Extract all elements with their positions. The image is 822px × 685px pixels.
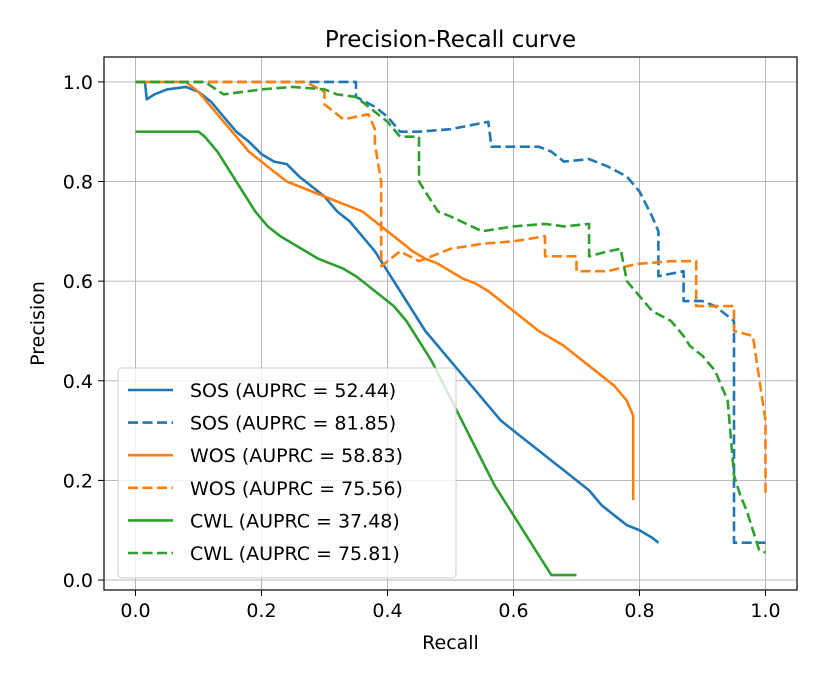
legend-label: SOS (AUPRC = 81.85) [190,413,396,435]
legend: SOS (AUPRC = 52.44) SOS (AUPRC = 81.85) WO… [117,367,457,579]
x-tick-label: 0.6 [498,600,528,622]
y-axis-label: Precision [27,281,49,366]
y-tick-label: 0.0 [63,570,93,592]
legend-label: WOS (AUPRC = 58.83) [190,445,403,467]
legend-label: CWL (AUPRC = 75.81) [190,543,400,565]
legend-label: SOS (AUPRC = 52.44) [190,380,396,402]
series-line-2 [135,80,635,501]
plot-frame [103,56,798,591]
x-tick-label: 0.4 [372,600,402,622]
chart-title: Precision-Recall curve [325,27,576,53]
plot-series [135,80,767,577]
axis-ticks: 0.0 0.2 0.4 0.6 0.8 1.0 0.0 0.2 0.4 0.6 0.8 1.0 [63,72,781,622]
x-tick-label: 1.0 [750,600,780,622]
y-tick-label: 0.8 [63,172,93,194]
legend-label: WOS (AUPRC = 75.56) [190,478,403,500]
series-line-4 [135,130,577,577]
x-tick-label: 0.0 [120,600,150,622]
y-tick-label: 0.2 [63,470,93,492]
x-tick-label: 0.2 [246,600,276,622]
x-axis-label: Recall [422,632,479,654]
series-line-1 [135,80,766,545]
y-tick-label: 1.0 [63,72,93,94]
series-line-5 [135,80,766,554]
y-tick-label: 0.6 [63,271,93,293]
y-tick-label: 0.4 [63,371,93,393]
legend-label: CWL (AUPRC = 37.48) [190,510,400,532]
series-line-3 [135,80,767,496]
legend-box [117,367,457,579]
x-tick-label: 0.8 [624,600,654,622]
series-line-0 [135,80,660,544]
